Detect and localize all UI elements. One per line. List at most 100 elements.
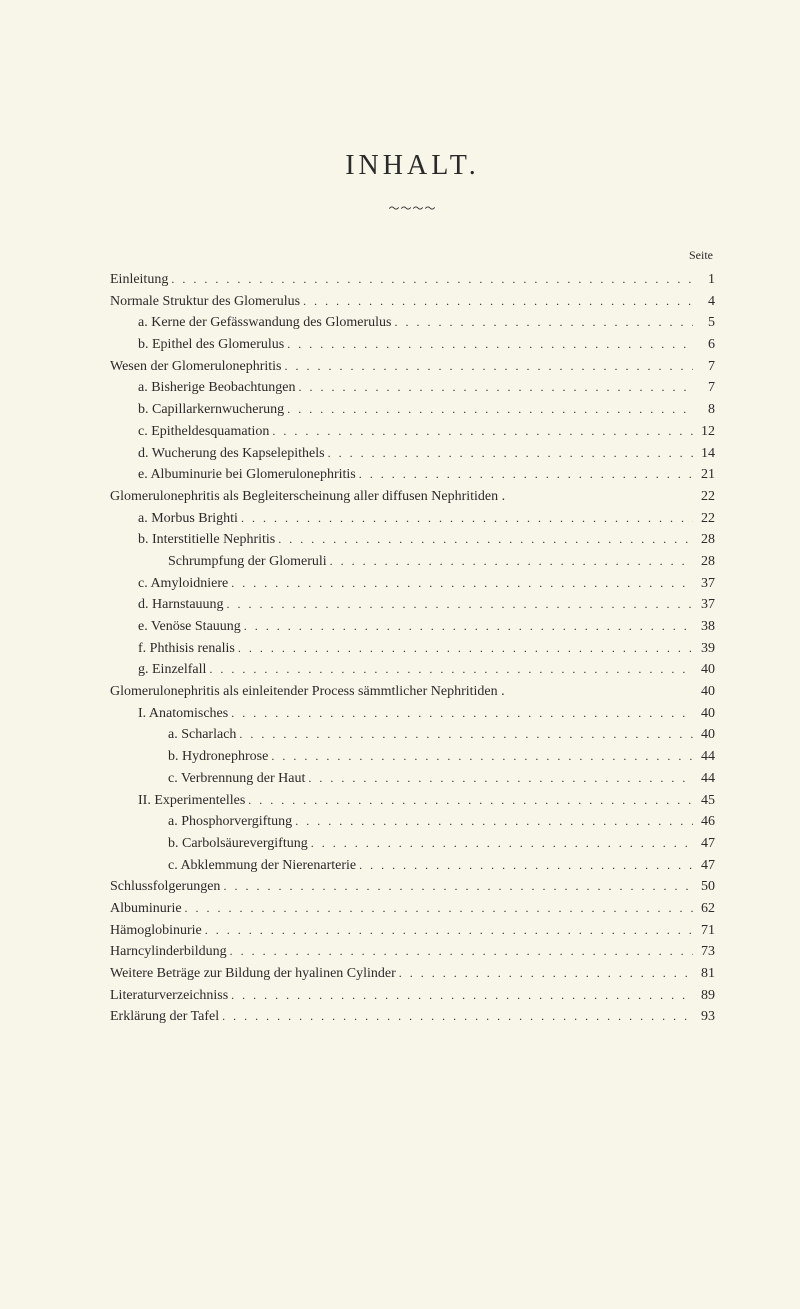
toc-entry: I. Anatomisches. . . . . . . . . . . . .… xyxy=(110,703,715,725)
toc-entry: b. Hydronephrose. . . . . . . . . . . . … xyxy=(110,746,715,768)
toc-entry-page: 37 xyxy=(693,594,715,616)
toc-leader-dots: . . . . . . . . . . . . . . . . . . . . … xyxy=(228,986,693,1005)
toc-entry: Wesen der Glomerulonephritis. . . . . . … xyxy=(110,356,715,378)
toc-entry: d. Wucherung des Kapselepithels. . . . .… xyxy=(110,443,715,465)
toc-entry: b. Carbolsäurevergiftung. . . . . . . . … xyxy=(110,833,715,855)
toc-entry-label: a. Bisherige Beobachtungen xyxy=(138,377,295,399)
toc-entry-label: Albuminurie xyxy=(110,898,182,920)
toc-entry: Glomerulonephritis als Begleiterscheinun… xyxy=(110,486,715,508)
toc-leader-dots: . . . . . . . . . . . . . . . . . . . . … xyxy=(292,812,693,831)
toc-entry: b. Epithel des Glomerulus. . . . . . . .… xyxy=(110,334,715,356)
toc-entry-label: a. Phosphorvergiftung xyxy=(168,811,292,833)
toc-entry-label: b. Interstitielle Nephritis xyxy=(138,529,275,551)
toc-entry: b. Capillarkernwucherung. . . . . . . . … xyxy=(110,399,715,421)
toc-leader-dots: . . . . . . . . . . . . . . . . . . . . … xyxy=(206,660,693,679)
toc-entry-page: 71 xyxy=(693,920,715,942)
toc-entry-page: 50 xyxy=(693,876,715,898)
toc-leader-dots: . . . . . . . . . . . . . . . . . . . . … xyxy=(241,617,693,636)
toc-leader-dots: . . . . . . . . . . . . . . . . . . . . … xyxy=(228,574,693,593)
toc-entry-label: Literaturverzeichniss xyxy=(110,985,228,1007)
toc-entry-page: 47 xyxy=(693,855,715,877)
toc-leader-dots: . . . . . . . . . . . . . . . . . . . . … xyxy=(235,639,693,658)
toc-entry-page: 40 xyxy=(693,703,715,725)
toc-entry-label: Einleitung xyxy=(110,269,168,291)
toc-entry-page: 28 xyxy=(693,551,715,573)
toc-entry: d. Harnstauung. . . . . . . . . . . . . … xyxy=(110,594,715,616)
toc-leader-dots: . . . . . . . . . . . . . . . . . . . . … xyxy=(220,877,693,896)
toc-entry-label: b. Carbolsäurevergiftung xyxy=(168,833,308,855)
toc-entry-page: 73 xyxy=(693,941,715,963)
toc-entry-label: a. Scharlach xyxy=(168,724,236,746)
toc-leader-dots xyxy=(505,682,693,701)
toc-leader-dots: . . . . . . . . . . . . . . . . . . . . … xyxy=(182,899,693,918)
table-of-contents: Einleitung. . . . . . . . . . . . . . . … xyxy=(110,269,715,1028)
toc-entry-page: 37 xyxy=(693,573,715,595)
toc-leader-dots: . . . . . . . . . . . . . . . . . . . . … xyxy=(275,530,693,549)
toc-leader-dots: . . . . . . . . . . . . . . . . . . . . … xyxy=(325,444,693,463)
page-title: INHALT. xyxy=(110,150,715,182)
toc-entry-label: b. Epithel des Glomerulus xyxy=(138,334,284,356)
toc-entry-page: 4 xyxy=(693,291,715,313)
toc-leader-dots: . . . . . . . . . . . . . . . . . . . . … xyxy=(282,357,694,376)
toc-leader-dots: . . . . . . . . . . . . . . . . . . . . … xyxy=(305,769,693,788)
toc-entry-page: 8 xyxy=(693,399,715,421)
toc-leader-dots: . . . . . . . . . . . . . . . . . . . . … xyxy=(327,552,693,571)
toc-entry: c. Abklemmung der Nierenarterie. . . . .… xyxy=(110,855,715,877)
toc-entry: a. Bisherige Beobachtungen. . . . . . . … xyxy=(110,377,715,399)
toc-entry-page: 7 xyxy=(693,377,715,399)
toc-entry-label: Hämoglobinurie xyxy=(110,920,202,942)
toc-entry-page: 44 xyxy=(693,746,715,768)
toc-entry-page: 39 xyxy=(693,638,715,660)
toc-leader-dots: . . . . . . . . . . . . . . . . . . . . … xyxy=(202,921,693,940)
toc-entry-label: I. Anatomisches xyxy=(138,703,228,725)
toc-entry: Erklärung der Tafel. . . . . . . . . . .… xyxy=(110,1006,715,1028)
toc-entry-label: Schrumpfung der Glomeruli xyxy=(168,551,327,573)
toc-entry-label: e. Albuminurie bei Glomerulonephritis xyxy=(138,464,356,486)
toc-leader-dots: . . . . . . . . . . . . . . . . . . . . … xyxy=(269,422,693,441)
toc-entry-page: 40 xyxy=(693,659,715,681)
toc-entry: Harncylinderbildung. . . . . . . . . . .… xyxy=(110,941,715,963)
title-ornament: ～～～～ xyxy=(110,200,715,216)
toc-entry: Schlussfolgerungen. . . . . . . . . . . … xyxy=(110,876,715,898)
toc-leader-dots: . . . . . . . . . . . . . . . . . . . . … xyxy=(227,942,693,961)
toc-entry: e. Venöse Stauung. . . . . . . . . . . .… xyxy=(110,616,715,638)
toc-entry: c. Verbrennung der Haut. . . . . . . . .… xyxy=(110,768,715,790)
toc-entry-label: g. Einzelfall xyxy=(138,659,206,681)
toc-leader-dots: . . . . . . . . . . . . . . . . . . . . … xyxy=(396,964,693,983)
toc-entry-page: 7 xyxy=(693,356,715,378)
toc-entry-label: Wesen der Glomerulonephritis xyxy=(110,356,282,378)
toc-leader-dots: . . . . . . . . . . . . . . . . . . . . … xyxy=(300,292,693,311)
toc-leader-dots: . . . . . . . . . . . . . . . . . . . . … xyxy=(168,270,693,289)
toc-entry: e. Albuminurie bei Glomerulonephritis. .… xyxy=(110,464,715,486)
toc-entry: Hämoglobinurie. . . . . . . . . . . . . … xyxy=(110,920,715,942)
toc-entry-label: II. Experimentelles xyxy=(138,790,245,812)
toc-entry-label: a. Morbus Brighti xyxy=(138,508,238,530)
toc-entry-label: e. Venöse Stauung xyxy=(138,616,241,638)
toc-leader-dots: . . . . . . . . . . . . . . . . . . . . … xyxy=(284,335,693,354)
toc-entry-label: f. Phthisis renalis xyxy=(138,638,235,660)
toc-entry: b. Interstitielle Nephritis. . . . . . .… xyxy=(110,529,715,551)
toc-entry: Weitere Beträge zur Bildung der hyalinen… xyxy=(110,963,715,985)
toc-entry-page: 46 xyxy=(693,811,715,833)
toc-entry-page: 89 xyxy=(693,985,715,1007)
toc-entry-label: d. Harnstauung xyxy=(138,594,224,616)
toc-entry: II. Experimentelles. . . . . . . . . . .… xyxy=(110,790,715,812)
toc-entry-page: 28 xyxy=(693,529,715,551)
toc-entry: Schrumpfung der Glomeruli. . . . . . . .… xyxy=(110,551,715,573)
toc-entry-page: 93 xyxy=(693,1006,715,1028)
toc-entry: Glomerulonephritis als einleitender Proc… xyxy=(110,681,715,703)
toc-entry: f. Phthisis renalis. . . . . . . . . . .… xyxy=(110,638,715,660)
toc-entry: Albuminurie. . . . . . . . . . . . . . .… xyxy=(110,898,715,920)
toc-entry-label: c. Abklemmung der Nierenarterie xyxy=(168,855,356,877)
toc-entry-label: Normale Struktur des Glomerulus xyxy=(110,291,300,313)
toc-entry-label: b. Hydronephrose xyxy=(168,746,268,768)
toc-entry: a. Scharlach. . . . . . . . . . . . . . … xyxy=(110,724,715,746)
toc-entry-page: 47 xyxy=(693,833,715,855)
toc-entry: Literaturverzeichniss. . . . . . . . . .… xyxy=(110,985,715,1007)
toc-leader-dots: . . . . . . . . . . . . . . . . . . . . … xyxy=(295,378,693,397)
toc-entry-label: c. Epitheldesquamation xyxy=(138,421,269,443)
toc-leader-dots: . . . . . . . . . . . . . . . . . . . . … xyxy=(224,595,693,614)
toc-leader-dots: . . . . . . . . . . . . . . . . . . . . … xyxy=(356,856,693,875)
toc-entry: a. Kerne der Gefässwandung des Glomerulu… xyxy=(110,312,715,334)
toc-entry-label: b. Capillarkernwucherung xyxy=(138,399,284,421)
